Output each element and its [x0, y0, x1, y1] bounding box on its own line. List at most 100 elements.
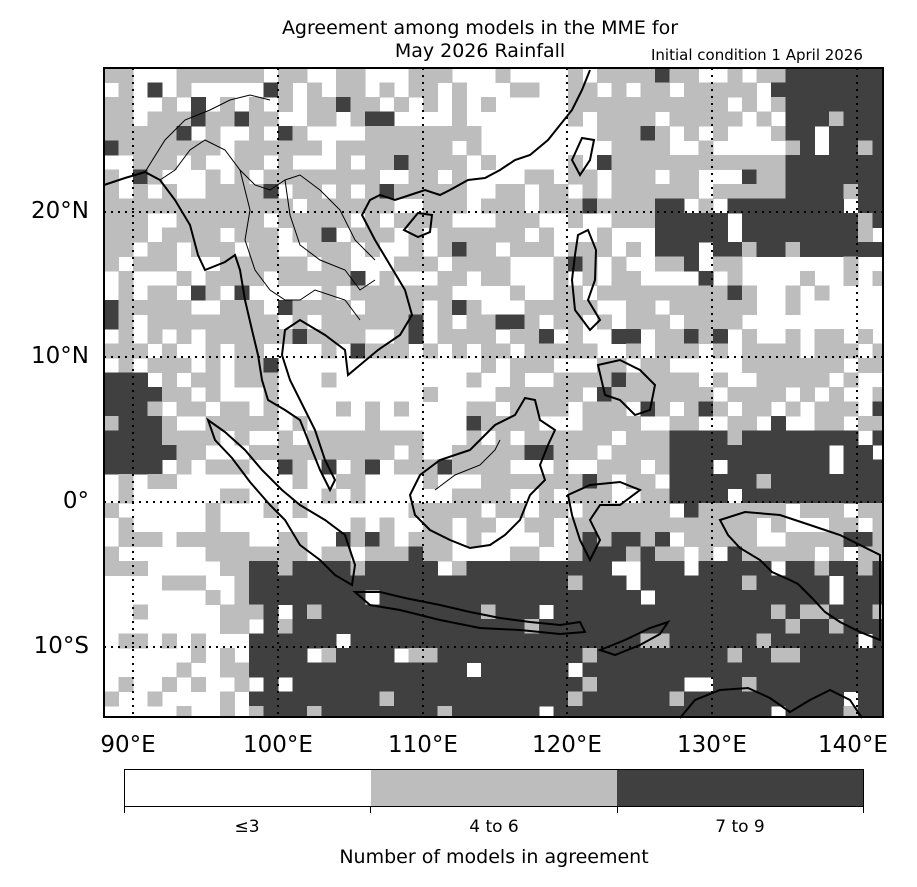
agreement-cell — [698, 155, 714, 170]
agreement-grid — [104, 68, 883, 717]
agreement-cell — [597, 532, 612, 547]
agreement-cell — [858, 503, 873, 518]
agreement-cell — [176, 532, 192, 547]
agreement-cell — [669, 706, 685, 717]
agreement-cell — [742, 488, 757, 504]
agreement-cell — [800, 82, 815, 98]
agreement-cell — [133, 198, 148, 214]
agreement-cell — [423, 82, 438, 98]
agreement-cell — [597, 619, 612, 634]
agreement-cell — [611, 256, 627, 272]
agreement-cell — [756, 503, 772, 518]
agreement-cell — [437, 285, 453, 301]
agreement-cell — [785, 126, 801, 141]
agreement-cell — [423, 474, 438, 489]
agreement-cell — [713, 677, 728, 692]
agreement-cell — [249, 575, 264, 591]
agreement-cell — [669, 169, 685, 185]
agreement-cell — [684, 430, 699, 446]
agreement-cell — [292, 532, 308, 547]
agreement-cell — [785, 633, 801, 649]
agreement-cell — [118, 271, 134, 286]
agreement-cell — [829, 343, 844, 359]
agreement-cell — [582, 619, 598, 634]
agreement-cell — [104, 97, 119, 112]
agreement-cell — [640, 604, 656, 620]
agreement-cell — [408, 68, 424, 83]
agreement-cell — [408, 459, 424, 475]
agreement-cell — [553, 633, 569, 649]
agreement-cell — [727, 184, 743, 199]
agreement-cell — [466, 561, 482, 576]
agreement-cell — [800, 372, 815, 388]
agreement-cell — [220, 314, 235, 330]
agreement-cell — [756, 242, 772, 257]
agreement-cell — [669, 155, 685, 170]
agreement-cell — [785, 300, 801, 315]
agreement-cell — [611, 184, 627, 199]
agreement-cell — [321, 271, 337, 286]
agreement-cell — [814, 372, 830, 388]
agreement-cell — [292, 329, 308, 344]
agreement-cell — [800, 155, 815, 170]
agreement-cell — [727, 68, 743, 83]
agreement-cell — [365, 445, 380, 460]
agreement-cell — [872, 358, 883, 373]
agreement-cell — [176, 126, 192, 141]
agreement-cell — [133, 256, 148, 272]
agreement-cell — [495, 604, 511, 620]
agreement-cell — [858, 111, 873, 127]
agreement-cell — [307, 300, 322, 315]
agreement-cell — [785, 184, 801, 199]
agreement-cell — [669, 691, 685, 707]
agreement-cell — [640, 82, 656, 98]
agreement-cell — [394, 343, 409, 359]
agreement-cell — [655, 68, 670, 83]
agreement-cell — [220, 256, 235, 272]
agreement-cell — [510, 184, 525, 199]
agreement-cell — [307, 198, 322, 214]
agreement-cell — [263, 372, 279, 388]
agreement-cell — [684, 343, 699, 359]
agreement-cell — [365, 633, 380, 649]
agreement-cell — [466, 677, 482, 692]
agreement-cell — [220, 459, 235, 475]
agreement-cell — [495, 677, 511, 692]
agreement-cell — [118, 401, 134, 417]
agreement-cell — [843, 517, 859, 533]
agreement-cell — [104, 126, 119, 141]
agreement-cell — [858, 242, 873, 257]
coastline-java — [352, 591, 587, 636]
agreement-cell — [814, 430, 830, 446]
agreement-cell — [843, 648, 859, 663]
agreement-cell — [408, 300, 424, 315]
agreement-cell — [408, 213, 424, 228]
agreement-cell — [742, 242, 757, 257]
agreement-cell — [423, 343, 438, 359]
agreement-cell — [147, 445, 163, 460]
agreement-cell — [495, 68, 511, 83]
agreement-cell — [205, 343, 221, 359]
agreement-cell — [147, 314, 163, 330]
agreement-cell — [321, 691, 337, 707]
agreement-cell — [785, 677, 801, 692]
agreement-cell — [539, 329, 554, 344]
agreement-cell — [684, 82, 699, 98]
agreement-cell — [452, 169, 467, 185]
agreement-cell — [611, 546, 627, 562]
agreement-cell — [727, 155, 743, 170]
agreement-cell — [263, 256, 279, 272]
agreement-cell — [843, 256, 859, 272]
agreement-cell — [684, 517, 699, 533]
agreement-cell — [234, 677, 250, 692]
agreement-cell — [524, 546, 540, 562]
agreement-cell — [147, 82, 163, 98]
agreement-cell — [379, 706, 395, 717]
agreement-cell — [350, 474, 366, 489]
lat-label-0: 0° — [62, 488, 89, 514]
agreement-cell — [394, 329, 409, 344]
agreement-cell — [684, 474, 699, 489]
agreement-cell — [321, 590, 337, 605]
agreement-cell — [568, 474, 583, 489]
agreement-cell — [843, 445, 859, 460]
